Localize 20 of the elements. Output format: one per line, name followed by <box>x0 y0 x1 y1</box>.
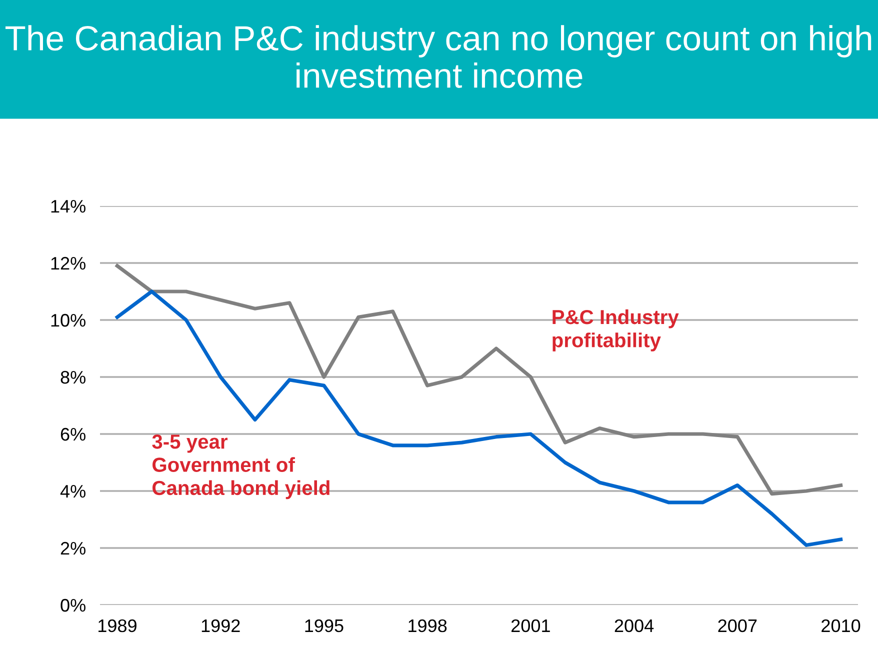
series-label: P&C Industry profitability <box>552 309 679 352</box>
x-tick-label: 1989 <box>98 619 136 632</box>
x-tick-label: 1995 <box>305 619 344 632</box>
line-series <box>115 290 843 547</box>
x-tick-label: 2001 <box>512 619 550 632</box>
y-tick-label: 2% <box>60 542 86 555</box>
y-tick-label: 8% <box>60 370 86 384</box>
y-tick-label: 0% <box>60 598 86 612</box>
y-tick-label: 10% <box>51 314 86 327</box>
y-tick-label: 14% <box>51 200 86 213</box>
y-tick-label: 6% <box>60 428 86 441</box>
x-tick-label: 1998 <box>408 619 447 632</box>
x-tick-label: 1992 <box>202 619 240 632</box>
y-tick-label: 12% <box>51 256 86 270</box>
chart-title: The Canadian P&C industry can no longer count on high investment income <box>6 25 872 88</box>
x-tick-label: 2007 <box>718 619 757 632</box>
y-tick-label: 4% <box>60 485 86 498</box>
x-tick-label: 2010 <box>822 619 860 632</box>
series-label: 3-5 year Government of Canada bond yield <box>152 434 330 500</box>
x-tick-label: 2004 <box>614 619 654 632</box>
